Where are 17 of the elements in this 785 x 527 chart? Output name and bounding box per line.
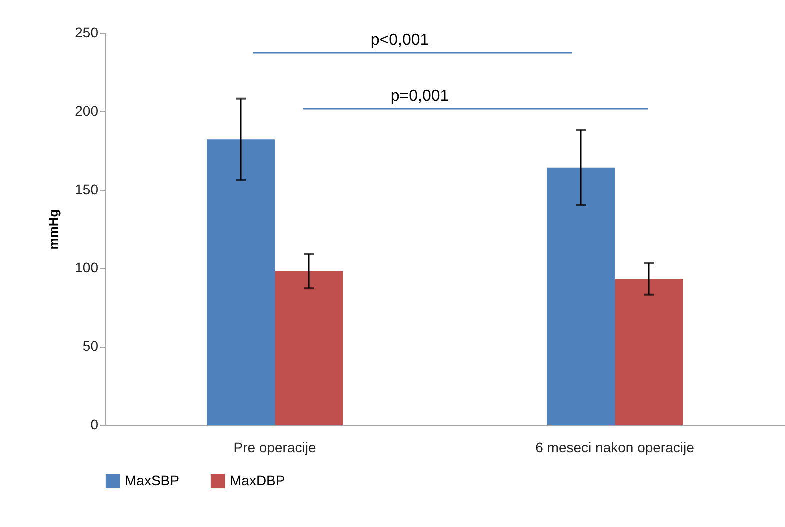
y-tick-label: 50 bbox=[82, 338, 99, 354]
y-tick-label: 100 bbox=[75, 260, 99, 276]
bar bbox=[207, 140, 275, 425]
y-tick-label: 0 bbox=[90, 416, 99, 432]
legend-label: MaxSBP bbox=[125, 472, 180, 488]
y-tick-label: 150 bbox=[75, 181, 99, 198]
bar bbox=[275, 271, 343, 425]
y-tick-label: 250 bbox=[75, 24, 99, 40]
y-axis-title: mmHg bbox=[46, 209, 62, 250]
bar bbox=[615, 279, 683, 425]
legend-label: MaxDBP bbox=[230, 472, 286, 488]
bar bbox=[547, 168, 615, 425]
annotation: p<0,001 bbox=[370, 32, 430, 49]
y-tick-label: 200 bbox=[75, 102, 99, 119]
annotation: p=0,001 bbox=[390, 88, 450, 105]
x-tick-label: 6 meseci nakon operacije bbox=[536, 440, 695, 456]
x-tick-label: Pre operacije bbox=[234, 440, 316, 456]
